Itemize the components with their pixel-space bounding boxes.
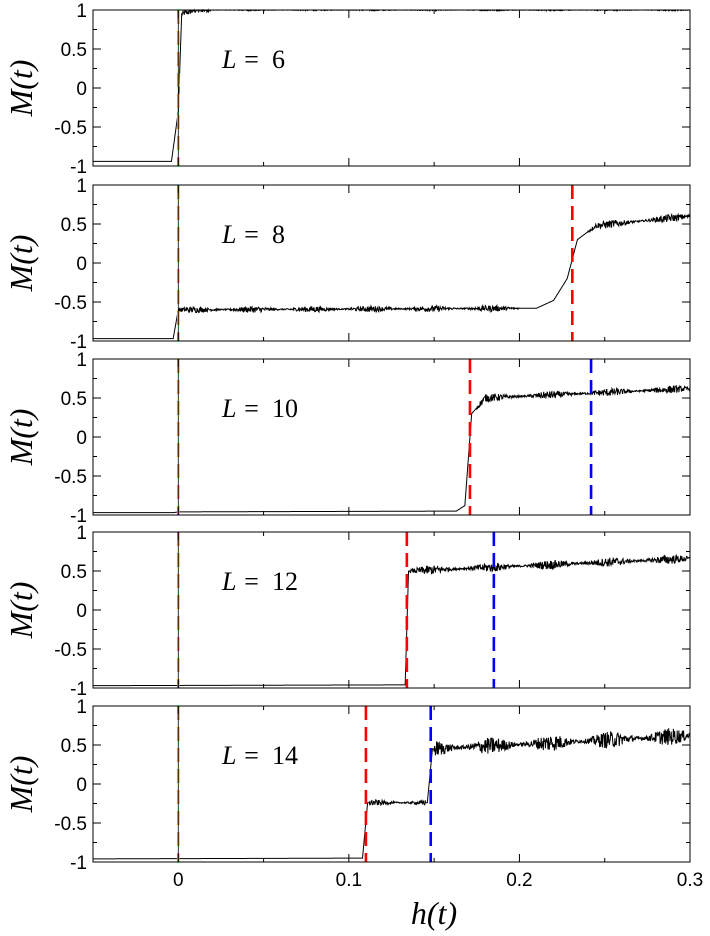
y-tick-label: -1 <box>70 157 87 178</box>
y-tick-label: 0.5 <box>61 562 87 583</box>
y-tick-label: -1 <box>70 679 87 700</box>
y-tick-label: -0.5 <box>54 467 87 488</box>
x-tick-label: 0 <box>173 870 184 891</box>
y-tick-label: -1 <box>70 506 87 527</box>
x-tick-label: 0.2 <box>506 870 532 891</box>
plot-frame <box>92 9 691 167</box>
y-tick-label: 0.5 <box>61 736 87 757</box>
y-tick-label: 1 <box>76 176 87 197</box>
panel-label-value: 12 <box>272 567 298 596</box>
x-tick-label: 0.1 <box>336 870 362 891</box>
panel-L10: 1 0.5 0 -0.5 -1 M(t) L = 10 <box>3 350 691 527</box>
y-tick-label: 1 <box>76 350 87 371</box>
panel-L14: 1 0.5 0 -0.5 -1 M(t) L = 14 <box>3 697 691 874</box>
panel-label-value: 6 <box>272 45 285 74</box>
series-trace <box>93 212 691 340</box>
y-tick-label: -1 <box>70 853 87 874</box>
panel-label-prefix: L = <box>221 45 260 74</box>
panel-label-prefix: L = <box>221 567 260 596</box>
y-tick-label: 1 <box>76 523 87 544</box>
panel-label-prefix: L = <box>221 220 260 249</box>
y-tick-label: -0.5 <box>54 814 87 835</box>
y-axis-label: M(t) <box>3 756 39 814</box>
y-tick-label: -0.5 <box>54 293 87 314</box>
y-tick-label: 0.5 <box>61 215 87 236</box>
y-axis-label: M(t) <box>3 235 39 293</box>
y-tick-label: -0.5 <box>54 118 87 139</box>
plot-frame <box>92 184 691 342</box>
y-axis-label: M(t) <box>3 60 39 118</box>
plot-frame <box>92 358 691 516</box>
panel-label-value: 14 <box>272 741 298 770</box>
y-axis-label: M(t) <box>3 409 39 467</box>
series-trace <box>93 384 691 514</box>
y-tick-label: 0 <box>76 254 87 275</box>
series-trace <box>93 8 691 162</box>
y-tick-label: 0 <box>76 601 87 622</box>
panel-L6: 1 0.5 0 -0.5 -1 M(t) L = 6 <box>3 1 691 178</box>
y-tick-label: 0.5 <box>61 40 87 61</box>
panel-label: L = 14 <box>221 741 298 770</box>
y-tick-label: 0 <box>76 428 87 449</box>
y-tick-label: -0.5 <box>54 640 87 661</box>
series-trace <box>93 728 691 860</box>
y-axis-label: M(t) <box>3 582 39 640</box>
panel-label-prefix: L = <box>221 741 260 770</box>
panel-label: L = 10 <box>221 394 298 423</box>
panel-L8: 1 0.5 0 -0.5 -1 M(t) L = 8 <box>3 176 691 353</box>
panel-label: L = 12 <box>221 567 298 596</box>
x-tick-label: 0.3 <box>677 870 703 891</box>
y-tick-label: 1 <box>76 697 87 718</box>
panel-label-prefix: L = <box>221 394 260 423</box>
y-tick-label: 1 <box>76 1 87 22</box>
panel-label: L = 6 <box>221 45 285 74</box>
panel-label-value: 10 <box>272 394 298 423</box>
panel-L12: 1 0.5 0 -0.5 -1 M(t) L = 12 <box>3 523 691 700</box>
plot-frame <box>92 531 691 689</box>
panel-label-value: 8 <box>272 220 285 249</box>
y-tick-label: 0 <box>76 775 87 796</box>
series-trace <box>93 554 691 687</box>
y-tick-label: -1 <box>70 332 87 353</box>
panel-label: L = 8 <box>221 220 285 249</box>
y-tick-label: 0.5 <box>61 389 87 410</box>
x-axis-label: h(t) <box>411 895 457 931</box>
y-tick-label: 0 <box>76 79 87 100</box>
plot-frame <box>92 705 691 863</box>
